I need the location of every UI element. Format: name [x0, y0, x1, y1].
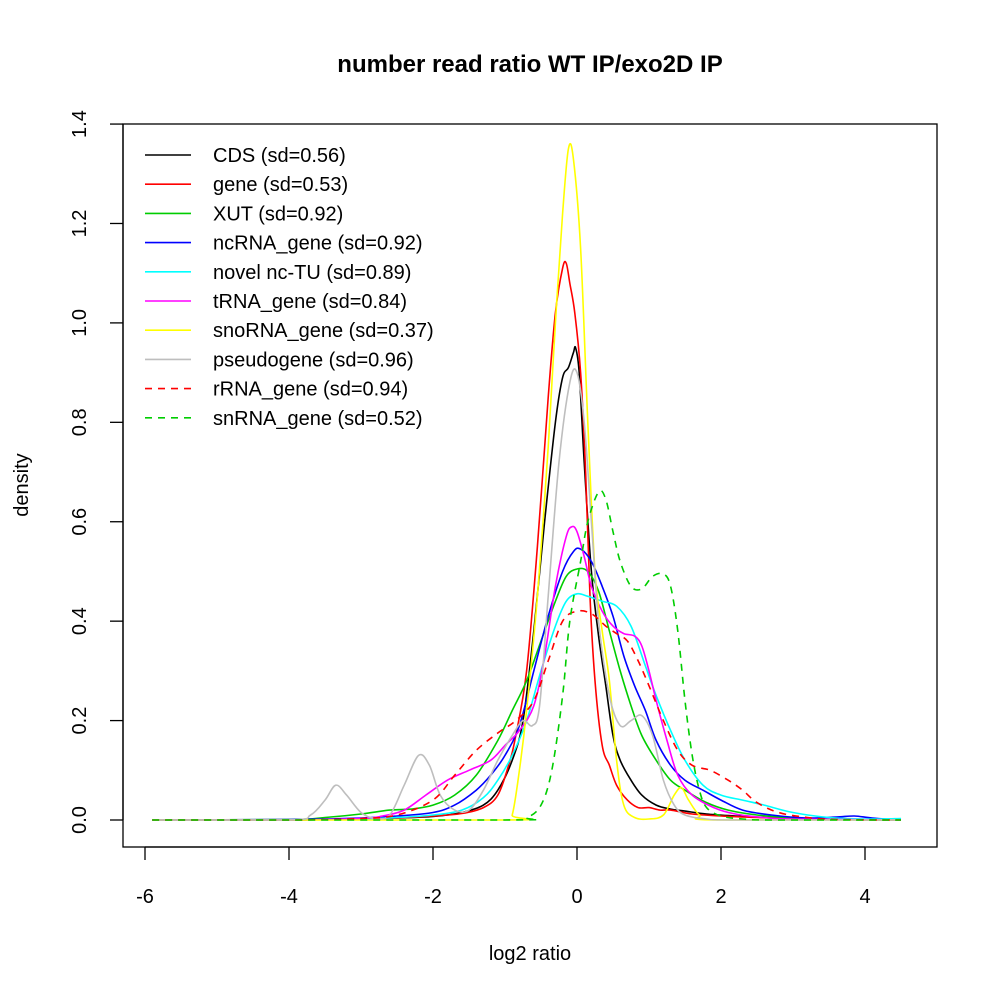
- y-tick-label: 0.6: [69, 508, 91, 536]
- y-tick-label: 0.0: [69, 806, 91, 834]
- y-tick-label: 0.4: [69, 607, 91, 635]
- x-tick-label: -4: [280, 886, 298, 908]
- legend-label: novel nc-TU (sd=0.89): [213, 262, 411, 284]
- legend-item: snRNA_gene (sd=0.52): [145, 408, 423, 430]
- x-axis: -6 -4 -2 0 2 4: [136, 846, 871, 908]
- legend-label: CDS (sd=0.56): [213, 145, 346, 167]
- legend-item: ncRNA_gene (sd=0.92): [145, 233, 423, 255]
- legend-item: tRNA_gene (sd=0.84): [145, 291, 407, 313]
- y-tick-label: 0.2: [69, 707, 91, 735]
- chart-title: number read ratio WT IP/exo2D IP: [337, 51, 722, 78]
- plot-curves: [152, 142, 902, 821]
- legend-item: novel nc-TU (sd=0.89): [145, 262, 411, 284]
- y-axis-label: density: [11, 453, 33, 516]
- series-line-trna-gene: [152, 525, 902, 821]
- legend-item: rRNA_gene (sd=0.94): [145, 379, 408, 401]
- legend-label: snRNA_gene (sd=0.52): [213, 408, 423, 430]
- legend-label: gene (sd=0.53): [213, 174, 348, 196]
- x-tick-label: 0: [571, 886, 582, 908]
- legend-item: snoRNA_gene (sd=0.37): [145, 320, 434, 342]
- legend-label: XUT (sd=0.92): [213, 203, 343, 225]
- x-tick-label: 2: [715, 886, 726, 908]
- series-line-ncrna-gene: [152, 547, 902, 821]
- legend-item: XUT (sd=0.92): [145, 203, 343, 225]
- legend-item: CDS (sd=0.56): [145, 145, 346, 167]
- legend: CDS (sd=0.56) gene (sd=0.53) XUT (sd=0.92)…: [145, 145, 434, 430]
- series-line-snorna-gene: [152, 142, 901, 821]
- y-tick-label: 1.0: [69, 309, 91, 337]
- x-tick-label: -6: [136, 886, 154, 908]
- x-tick-label: -2: [424, 886, 442, 908]
- y-tick-label: 1.4: [69, 110, 91, 138]
- series-line-pseudogene: [152, 368, 901, 821]
- legend-label: ncRNA_gene (sd=0.92): [213, 233, 423, 255]
- y-tick-label: 0.8: [69, 408, 91, 436]
- series-line-cds: [152, 345, 902, 821]
- legend-label: snoRNA_gene (sd=0.37): [213, 320, 434, 342]
- series-line-gene: [152, 260, 902, 821]
- legend-item: pseudogene (sd=0.96): [145, 349, 414, 371]
- legend-item: gene (sd=0.53): [145, 174, 348, 196]
- x-axis-label: log2 ratio: [489, 943, 571, 965]
- y-axis: 0.0 0.2 0.4 0.6 0.8 1.0 1.2 1.4: [69, 110, 124, 834]
- y-tick-label: 1.2: [69, 210, 91, 238]
- series-line-novel: [152, 592, 902, 821]
- x-tick-label: 4: [859, 886, 870, 908]
- legend-label: rRNA_gene (sd=0.94): [213, 379, 408, 401]
- legend-label: tRNA_gene (sd=0.84): [213, 291, 407, 313]
- legend-label: pseudogene (sd=0.96): [213, 349, 414, 371]
